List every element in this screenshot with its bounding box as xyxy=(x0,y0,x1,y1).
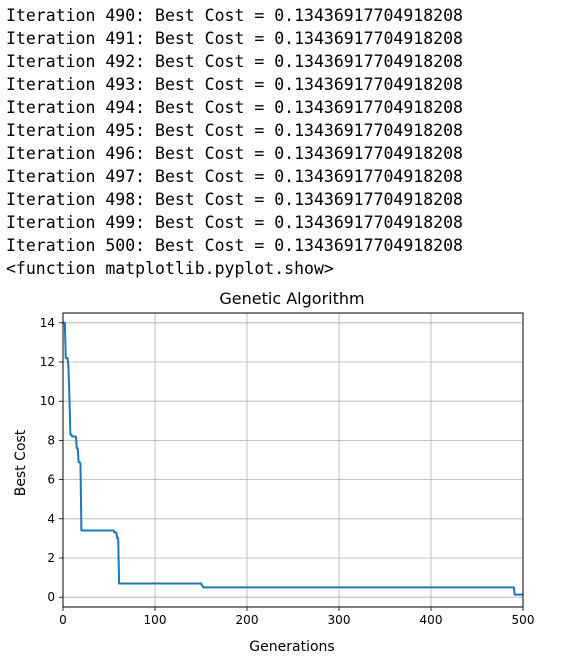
genetic-algorithm-chart: 0 100 200 300 400 500 0 2 4 6 8 10 12 14 Genetic Algo… xyxy=(13,289,535,655)
y-tick-label: 12 xyxy=(40,355,55,369)
console-line: Iteration 491: Best Cost = 0.13436917704… xyxy=(6,29,463,48)
tick-layer: 0 100 200 300 400 500 0 2 4 6 8 10 12 14 xyxy=(40,316,535,627)
y-tick-label: 8 xyxy=(47,433,55,447)
y-tick-label: 14 xyxy=(40,316,55,330)
console-line: Iteration 499: Best Cost = 0.13436917704… xyxy=(6,213,463,232)
console-line: Iteration 500: Best Cost = 0.13436917704… xyxy=(6,236,463,255)
series-layer xyxy=(63,321,523,596)
console-line: Iteration 496: Best Cost = 0.13436917704… xyxy=(6,144,463,163)
y-tick-label: 4 xyxy=(47,512,55,526)
console-line: Iteration 493: Best Cost = 0.13436917704… xyxy=(6,75,463,94)
console-line: Iteration 492: Best Cost = 0.13436917704… xyxy=(6,52,463,71)
x-tick-label: 400 xyxy=(420,613,443,627)
console-line: Iteration 494: Best Cost = 0.13436917704… xyxy=(6,98,463,117)
console-line: Iteration 498: Best Cost = 0.13436917704… xyxy=(6,190,463,209)
x-axis-label: Generations xyxy=(249,639,334,655)
y-tick-label: 6 xyxy=(47,473,55,487)
x-tick-label: 100 xyxy=(144,613,167,627)
y-axis-label: Best Cost xyxy=(13,429,29,496)
y-tick-label: 0 xyxy=(47,590,55,604)
console-line: Iteration 495: Best Cost = 0.13436917704… xyxy=(6,121,463,140)
plot-frame xyxy=(62,312,524,608)
console-line: Iteration 497: Best Cost = 0.13436917704… xyxy=(6,167,463,186)
best-cost-line xyxy=(63,321,523,596)
y-tick-label: 10 xyxy=(40,394,55,408)
console-line: <function matplotlib.pyplot.show> xyxy=(6,259,334,278)
x-tick-label: 500 xyxy=(512,613,535,627)
console-line: Iteration 490: Best Cost = 0.13436917704… xyxy=(6,6,463,25)
x-tick-label: 300 xyxy=(328,613,351,627)
grid-lines xyxy=(62,313,524,607)
y-tick-label: 2 xyxy=(47,551,55,565)
x-tick-label: 0 xyxy=(59,613,67,627)
x-tick-label: 200 xyxy=(236,613,259,627)
console-output: Iteration 490: Best Cost = 0.13436917704… xyxy=(6,4,463,280)
chart-title: Genetic Algorithm xyxy=(219,289,364,308)
